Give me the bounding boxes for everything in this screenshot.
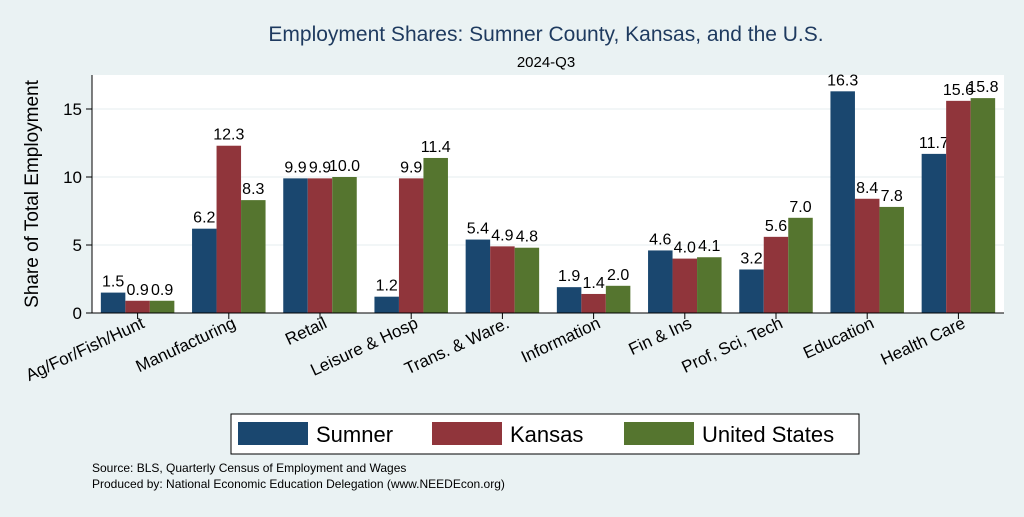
bar-value-label: 10.0 [329, 158, 360, 175]
bar-value-label: 9.9 [309, 159, 331, 176]
bar [125, 300, 150, 313]
bar [514, 247, 540, 313]
bar [241, 200, 266, 313]
bar [374, 296, 399, 313]
legend-box [230, 413, 860, 455]
bar-value-label: 1.5 [102, 274, 124, 291]
chart-title: Employment Shares: Sumner County, Kansas… [268, 23, 823, 46]
bar [398, 178, 424, 313]
bar-value-label: 9.9 [284, 159, 306, 176]
bar-value-label: 4.1 [698, 238, 720, 255]
bar-value-label: 4.8 [516, 229, 538, 246]
bar [465, 239, 491, 313]
bar [970, 98, 996, 314]
y-tick-label: 5 [73, 236, 82, 255]
legend-label: United States [702, 422, 834, 447]
bar [100, 292, 126, 313]
legend-swatch [624, 422, 694, 445]
bar [490, 246, 515, 313]
bar [192, 228, 217, 313]
bar-value-label: 3.2 [740, 250, 762, 267]
bar-value-label: 1.9 [558, 268, 580, 285]
source-note: Source: BLS, Quarterly Census of Employm… [92, 461, 406, 475]
y-tick-label: 0 [73, 304, 82, 323]
bar [307, 178, 333, 313]
legend-label: Sumner [316, 422, 393, 447]
bar-value-label: 15.8 [967, 79, 998, 96]
bar-value-label: 1.2 [376, 278, 398, 295]
produced-by-note: Produced by: National Economic Education… [92, 477, 505, 491]
bar [763, 236, 789, 313]
bar-value-label: 1.4 [582, 275, 604, 292]
bar-value-label: 4.6 [649, 231, 671, 248]
bar [788, 217, 813, 313]
bar [648, 250, 673, 313]
bar [879, 206, 904, 313]
bar [946, 100, 971, 313]
bar [921, 153, 947, 313]
bar-value-label: 16.3 [827, 72, 858, 89]
bar-value-label: 7.0 [789, 199, 811, 216]
bar-value-label: 6.2 [193, 210, 215, 227]
bar [605, 285, 631, 313]
bar [581, 293, 606, 313]
bar-value-label: 11.7 [919, 135, 949, 152]
bar-value-label: 0.9 [126, 282, 148, 299]
y-tick-label: 15 [63, 100, 82, 119]
bar-value-label: 7.8 [881, 188, 903, 205]
bar-value-label: 5.6 [765, 218, 787, 235]
bar-value-label: 8.3 [242, 181, 264, 198]
legend: Sumner Kansas United States [230, 413, 860, 455]
bar [283, 178, 308, 313]
bar [739, 269, 764, 313]
bar-value-label: 5.4 [467, 221, 489, 238]
y-tick-label: 10 [63, 168, 82, 187]
bar [216, 145, 242, 313]
bar-value-label: 8.4 [856, 180, 878, 197]
bar-value-label: 2.0 [607, 267, 629, 284]
bar-value-label: 4.0 [674, 240, 696, 257]
bar [332, 177, 357, 313]
bar [697, 257, 722, 313]
bar [556, 287, 582, 313]
bar-value-label: 12.3 [213, 127, 244, 144]
bar [830, 91, 855, 313]
bar-value-label: 4.9 [491, 227, 513, 244]
legend-label: Kansas [510, 422, 583, 447]
bar-value-label: 0.9 [151, 282, 173, 299]
bar-value-label: 9.9 [400, 159, 422, 176]
bar-value-label: 11.4 [421, 139, 451, 156]
y-axis-label: Share of Total Employment [22, 79, 43, 307]
legend-swatch [432, 422, 502, 445]
bar [854, 198, 880, 313]
bar [149, 300, 175, 313]
bar [672, 258, 698, 313]
chart-subtitle: 2024-Q3 [517, 54, 575, 71]
bar [423, 157, 448, 313]
legend-swatch [238, 422, 308, 445]
bar-value-label: 15.6 [943, 82, 974, 99]
